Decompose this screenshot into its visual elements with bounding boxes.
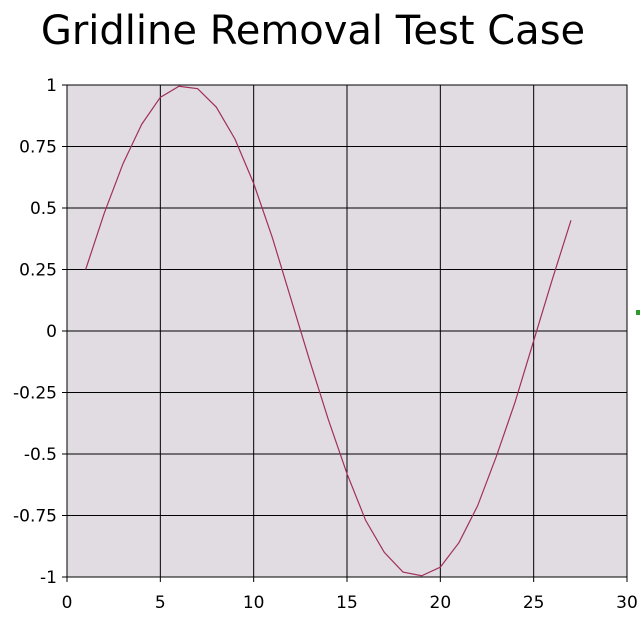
- y-tick-label: 0: [46, 322, 57, 342]
- x-tick-label: 15: [336, 593, 358, 613]
- gridlines: [62, 84, 628, 582]
- y-axis-ticks: 1 0.75 0.5 0.25 0 -0.25 -0.5 -0.75 -1: [13, 76, 57, 588]
- x-tick-label: 10: [243, 593, 265, 613]
- x-tick-label: 5: [155, 593, 166, 613]
- y-tick-label: 0.5: [30, 199, 57, 219]
- chart-title: Gridline Removal Test Case: [40, 8, 586, 54]
- y-tick-label: 0.75: [19, 138, 57, 158]
- x-tick-label: 0: [62, 593, 73, 613]
- x-tick-label: 20: [430, 593, 452, 613]
- series-line: [85, 85, 572, 577]
- series-marker-icon: [636, 310, 640, 315]
- y-tick-label: -0.75: [13, 507, 57, 527]
- y-tick-label: -0.25: [13, 384, 57, 404]
- y-tick-label: 1: [46, 76, 57, 96]
- x-tick-label: 30: [616, 593, 638, 613]
- y-tick-label: -0.5: [24, 445, 57, 465]
- y-tick-label: -1: [40, 568, 57, 588]
- y-tick-label: 0.25: [19, 261, 57, 281]
- series-layer: [85, 85, 572, 577]
- x-axis-ticks: 0 5 10 15 20 25 30: [62, 593, 638, 613]
- x-tick-label: 25: [523, 593, 545, 613]
